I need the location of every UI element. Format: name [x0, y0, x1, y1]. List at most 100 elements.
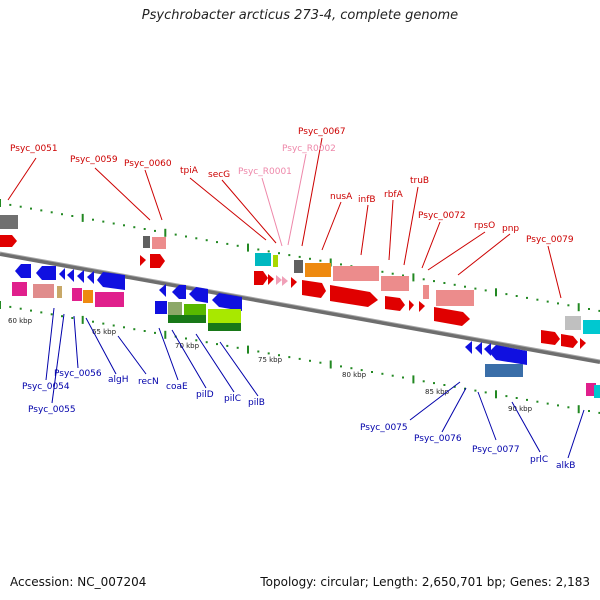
label-secg[interactable]: secG — [208, 170, 230, 180]
gene-reverse-arrow[interactable] — [189, 287, 208, 303]
gene-psyc-0060[interactable] — [152, 237, 166, 249]
label-prlc[interactable]: prlC — [530, 455, 548, 465]
label-psyc-0060[interactable]: Psyc_0060 — [124, 159, 172, 169]
label-rpso[interactable]: rpsO — [474, 221, 495, 231]
gene-psyc-0079[interactable] — [541, 330, 560, 345]
label-psyc-0054[interactable]: Psyc_0054 — [22, 382, 70, 392]
gene-forward-arrow[interactable] — [561, 334, 578, 348]
scale-dot — [133, 226, 136, 229]
gene-forward-arrow[interactable] — [254, 271, 268, 285]
gene-grey-block[interactable] — [565, 316, 581, 330]
gene-psyc-0054[interactable] — [12, 282, 27, 296]
gene-psyc-0056[interactable] — [57, 286, 62, 298]
gene-psyc-r0001[interactable] — [276, 275, 282, 285]
gene-orange-block[interactable] — [83, 290, 93, 303]
label-psyc-0075[interactable]: Psyc_0075 — [360, 423, 408, 433]
scale-dot — [19, 205, 22, 208]
gene-reverse-arrow[interactable] — [15, 264, 31, 278]
label-psyc-0077[interactable]: Psyc_0077 — [472, 445, 520, 455]
label-psyc-0051[interactable]: Psyc_0051 — [10, 144, 58, 154]
label-psyc-0067[interactable]: Psyc_0067 — [298, 127, 346, 137]
gene-green-block[interactable] — [168, 315, 206, 323]
label-tpia[interactable]: tpiA — [180, 166, 199, 176]
gene-tpia[interactable] — [255, 253, 271, 266]
leader-trub — [403, 186, 419, 266]
label-infb[interactable]: infB — [358, 195, 376, 205]
label-pilb[interactable]: pilB — [248, 398, 265, 408]
gene-forward-arrow[interactable] — [140, 255, 146, 266]
gene-forward-arrow[interactable] — [409, 300, 414, 311]
label-psyc-0059[interactable]: Psyc_0059 — [70, 155, 118, 165]
gene-reverse-arrow[interactable] — [77, 270, 84, 283]
label-psyc-r0002[interactable]: Psyc_R0002 — [282, 144, 336, 154]
gene-pilb[interactable] — [208, 309, 241, 323]
leader-psyc-r0002 — [287, 153, 307, 246]
gene-reverse-arrow[interactable] — [484, 343, 491, 356]
gene-reverse-arrow[interactable] — [159, 284, 166, 297]
gene-infb[interactable] — [333, 266, 379, 281]
label-psyc-0076[interactable]: Psyc_0076 — [414, 434, 462, 444]
scale-dot — [61, 213, 63, 216]
label-pild[interactable]: pilD — [196, 390, 214, 400]
gene-forward-arrow[interactable] — [385, 296, 405, 311]
label-psyc-0079[interactable]: Psyc_0079 — [526, 235, 574, 245]
gene-forward-arrow[interactable] — [419, 301, 425, 312]
label-psyc-r0001[interactable]: Psyc_R0001 — [238, 167, 292, 177]
gene-reverse-arrow[interactable] — [212, 293, 242, 311]
gene-green-block[interactable] — [208, 323, 241, 331]
label-pilc[interactable]: pilC — [224, 394, 241, 404]
gene-psyc-0067[interactable] — [294, 260, 303, 273]
label-psyc-0056[interactable]: Psyc_0056 — [54, 369, 102, 379]
gene-reverse-arrow[interactable] — [97, 272, 125, 290]
gene-forward-arrow[interactable] — [268, 274, 274, 285]
gene-psyc-0055[interactable] — [33, 284, 54, 298]
gene-reverse-arrow[interactable] — [59, 268, 65, 280]
gene-algh[interactable] — [72, 288, 82, 301]
gene-reverse-arrow[interactable] — [172, 285, 186, 299]
gene-reverse-arrow[interactable] — [87, 271, 94, 284]
gene-forward-arrow[interactable] — [0, 235, 17, 247]
gene-psyc-r0002[interactable] — [282, 276, 288, 286]
gene-psyc-0051[interactable] — [0, 215, 18, 229]
gene-pild[interactable] — [168, 302, 182, 315]
label-coae[interactable]: coaE — [166, 382, 188, 392]
gene-psyc-0059[interactable] — [143, 236, 150, 248]
gene-reverse-arrow[interactable] — [36, 266, 56, 280]
scale-dot — [464, 387, 466, 390]
gene-forward-arrow[interactable] — [330, 285, 378, 307]
gene-alkb[interactable] — [586, 383, 596, 396]
gene-coae[interactable] — [155, 301, 167, 314]
label-pnp[interactable]: pnp — [502, 224, 519, 234]
label-rbfa[interactable]: rbfA — [384, 190, 404, 200]
gene-psyc-0076[interactable] — [475, 342, 482, 355]
label-nusa[interactable]: nusA — [330, 192, 353, 202]
label-alkb[interactable]: alkB — [556, 461, 575, 471]
gene-rbfa[interactable] — [381, 276, 409, 291]
gene-forward-arrow[interactable] — [291, 277, 297, 288]
gene-forward-arrow[interactable] — [302, 280, 326, 298]
top-leaders — [7, 137, 562, 299]
gene-rpso[interactable] — [423, 285, 429, 299]
label-recn[interactable]: recN — [138, 377, 159, 387]
label-trub[interactable]: truB — [410, 176, 429, 186]
gene-pilc[interactable] — [184, 304, 206, 318]
gene-forward-arrow[interactable] — [580, 338, 586, 349]
gene-prlc[interactable] — [485, 364, 523, 377]
gene-psyc-0075[interactable] — [465, 341, 472, 354]
gene-pnp[interactable] — [436, 290, 474, 306]
gene-teal-block[interactable] — [594, 385, 600, 398]
label-algh[interactable]: algH — [108, 375, 129, 385]
gene-cyan-block[interactable] — [583, 320, 600, 334]
gene-reverse-arrow[interactable] — [67, 269, 74, 282]
leader-psyc-0056 — [73, 315, 79, 369]
label-psyc-0055[interactable]: Psyc_0055 — [28, 405, 76, 415]
leader-psyc-0059 — [94, 167, 151, 221]
label-psyc-0072[interactable]: Psyc_0072 — [418, 211, 466, 221]
gene-psyc-0077[interactable] — [489, 345, 527, 365]
gene-secg[interactable] — [273, 255, 278, 267]
scale-dot — [433, 280, 435, 283]
gene-forward-arrow[interactable] — [150, 254, 165, 268]
gene-forward-arrow[interactable] — [434, 307, 470, 326]
gene-recn[interactable] — [95, 292, 124, 307]
gene-nusa[interactable] — [305, 263, 331, 277]
